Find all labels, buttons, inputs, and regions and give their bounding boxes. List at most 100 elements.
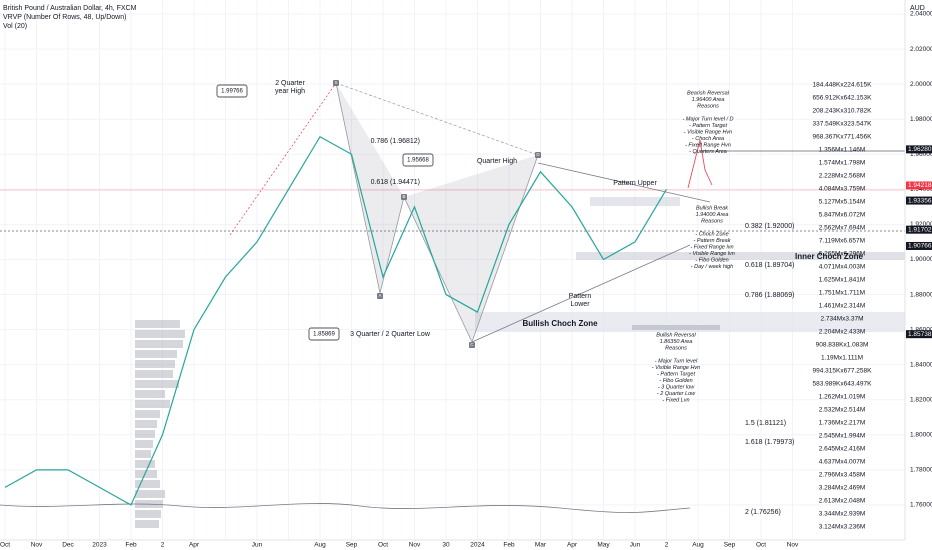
y-tick-label: 1.78000 <box>910 467 932 474</box>
profile-label: 6.265Mx6.296M <box>819 251 866 258</box>
annotation-text: Inner Choch Zone <box>795 252 864 261</box>
annotation-text: 0.618 (1.89704) <box>745 262 794 269</box>
pattern-point <box>401 194 407 200</box>
y-tick-label: 1.90000 <box>910 256 932 263</box>
x-tick-label: 30 <box>442 542 450 549</box>
x-tick-label: Nov <box>409 542 421 549</box>
price-badge <box>906 145 932 154</box>
x-tick-label: Aug <box>314 542 326 549</box>
annotation-text: 1.99766 <box>221 89 243 95</box>
annotation-text: 1.95668 <box>407 158 429 164</box>
price-series <box>4 135 668 506</box>
profile-label: 7.119Mx6.657M <box>819 238 865 245</box>
profile-label: 184.448Kx224.615K <box>813 82 873 89</box>
annotation-text: B <box>402 194 405 199</box>
annotation-text: 2 Quarter <box>275 80 305 87</box>
price-badge-label: 1.94218 <box>908 182 932 189</box>
profile-label: 208.243Kx310.782K <box>813 108 873 115</box>
profile-label: 5.127Mx5.154M <box>819 199 866 206</box>
profile-label: 3.344Mx2.939M <box>819 511 866 518</box>
price-badge <box>906 181 932 190</box>
profile-label: 1.356Mx1.146M <box>819 147 866 154</box>
x-tick-label: Nov <box>31 542 43 549</box>
annotation-text: D <box>536 152 540 157</box>
profile-label: 2.645Mx2.416M <box>819 446 866 453</box>
profile-label: 2.613Mx2.048M <box>819 498 866 505</box>
price-badge-label: 1.90766 <box>908 243 932 250</box>
profile-label: 3.124Mx3.236M <box>819 524 866 531</box>
pattern-bcd <box>404 155 538 342</box>
annotation-text: 1.94000 Area <box>696 212 729 218</box>
price-badge <box>906 330 932 339</box>
annotation-text: 1.5 (1.81121) <box>745 420 786 427</box>
annotation-text: Reasons <box>701 218 723 224</box>
x-tick-label: Mar <box>535 542 547 549</box>
pattern-point <box>377 293 383 299</box>
annotation-text: Reasons <box>665 345 687 351</box>
annotation-text: Bullish Break <box>696 205 728 211</box>
annotation-text: 3 Quarter / 2 Quarter Low <box>350 331 431 338</box>
profile-label: 908.838Kx1.083M <box>816 342 869 349</box>
profile-label: 1.625Mx1.841M <box>819 277 866 284</box>
annotation-text: Pattern Upper <box>613 180 657 187</box>
annotation-text: year High <box>275 88 305 95</box>
profile-label: 1.19Mx1.111M <box>821 355 863 362</box>
annotation-text: Reasons <box>697 103 719 109</box>
profile-label: 2.562Mx7.694M <box>819 225 866 232</box>
profile-label: 2.796Mx3.458M <box>819 472 866 479</box>
annotation-text: - Choch Area <box>692 136 724 142</box>
y-tick-label: 2.00000 <box>910 81 932 88</box>
currency: AUD <box>910 5 925 12</box>
x-tick-label: 2 <box>161 542 165 549</box>
x-tick-label: 2023 <box>92 542 107 549</box>
annotation-text: 0.382 (1.92000) <box>745 223 794 230</box>
price-callout <box>308 327 340 341</box>
y-tick-label: 1.92000 <box>910 221 932 228</box>
header-line: Vol (20) <box>3 23 27 30</box>
annotation-text: 0.786 (1.88069) <box>745 292 794 299</box>
annotation-text: 1.618 (1.79973) <box>745 439 794 446</box>
y-tick-label: 1.80000 <box>910 432 932 439</box>
annotation-text: 0.618 (1.94471) <box>371 179 420 186</box>
y-tick-label: 1.96000 <box>910 151 932 158</box>
annotation-text: - Pattern Target <box>689 123 727 129</box>
annotation-text: 2 (1.76256) <box>745 509 781 516</box>
annotation-text: Bullish Reversal <box>656 332 696 338</box>
pattern-point <box>535 152 541 158</box>
y-tick-label: 1.82000 <box>910 396 932 403</box>
annotation-text: - Fixed Lvn <box>662 397 689 403</box>
x-tick-label: 2024 <box>470 542 485 549</box>
volume-profile <box>135 320 185 528</box>
x-tick-label: Oct <box>378 542 388 549</box>
y-tick-label: 1.88000 <box>910 291 932 298</box>
x-tick-label: Oct <box>756 542 766 549</box>
annotation-text: 1.96400 Area <box>692 97 725 103</box>
annotation-text: - Fixed Range lvn <box>690 244 733 250</box>
x-tick-label: Jun <box>630 542 641 549</box>
pattern-point <box>333 80 339 86</box>
price-badge <box>906 241 932 250</box>
reversal-zone <box>632 325 720 330</box>
bullish-choch-zone <box>475 312 905 332</box>
y-tick-label: 1.94000 <box>910 186 932 193</box>
annotation-text: - Fibo Golden <box>695 257 728 263</box>
inner-choch-zone <box>576 252 905 260</box>
profile-label: 968.367Kx771.456K <box>813 134 873 141</box>
price-badge-label: 1.91702 <box>908 226 932 233</box>
price-badge <box>906 196 932 205</box>
y-tick-label: 2.02000 <box>910 46 932 53</box>
price-badge <box>906 225 932 234</box>
annotation-text: 1.85869 <box>313 332 335 338</box>
profile-label: 3.284Mx2.469M <box>819 485 866 492</box>
profile-label: 4.637Mx4.007M <box>819 459 866 466</box>
x-tick-label: Jun <box>252 542 263 549</box>
x-tick-label: Feb <box>503 542 515 549</box>
annotation-text: - Visible Range Hvn <box>684 129 733 135</box>
profile-label: 994.315Kx677.258K <box>813 368 873 375</box>
annotation-text: - Major Turn level <box>655 358 698 364</box>
pattern-lower-line <box>471 244 691 343</box>
annotation-text: - Pattern Break <box>694 238 731 244</box>
profile-label: 4.071Mx4.003M <box>819 264 866 271</box>
